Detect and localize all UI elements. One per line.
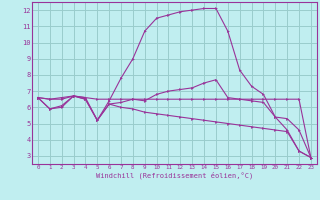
X-axis label: Windchill (Refroidissement éolien,°C): Windchill (Refroidissement éolien,°C) <box>96 172 253 179</box>
